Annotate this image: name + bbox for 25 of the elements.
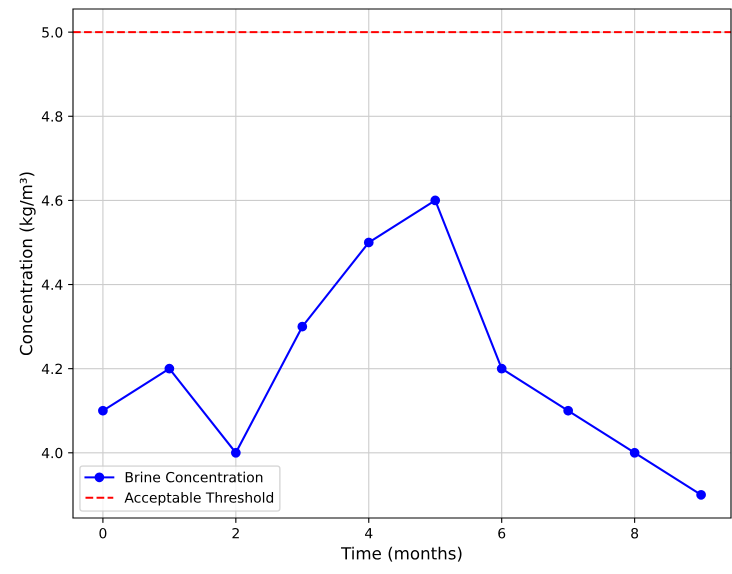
legend-label: Acceptable Threshold [124,492,274,506]
point [563,406,574,416]
point [164,364,174,374]
x-tick-label: 2 [232,528,239,538]
x-tick-label: 6 [498,528,506,538]
y-tick-label: 4.2 [42,364,62,374]
point [98,406,108,416]
x-tick-label: 8 [631,528,638,538]
y-axis-title: Concentration (kg/m³) [20,172,36,356]
y-tick-label: 4.0 [42,448,62,458]
y-tick-label: 4.8 [42,111,62,122]
point [430,196,440,206]
point [696,490,706,500]
point [297,322,308,332]
x-tick-label: 4 [365,528,372,538]
x-axis-title: Time (months) [341,546,462,562]
y-tick-label: 4.6 [42,195,62,206]
point [496,364,507,374]
y-tick-label: 5.0 [42,27,62,38]
legend-label: Brine Concentration [126,472,262,482]
point [364,238,374,248]
point [230,448,241,458]
x-tick-label: 0 [99,528,106,538]
point [630,448,640,458]
y-tick-label: 4.4 [42,280,62,290]
